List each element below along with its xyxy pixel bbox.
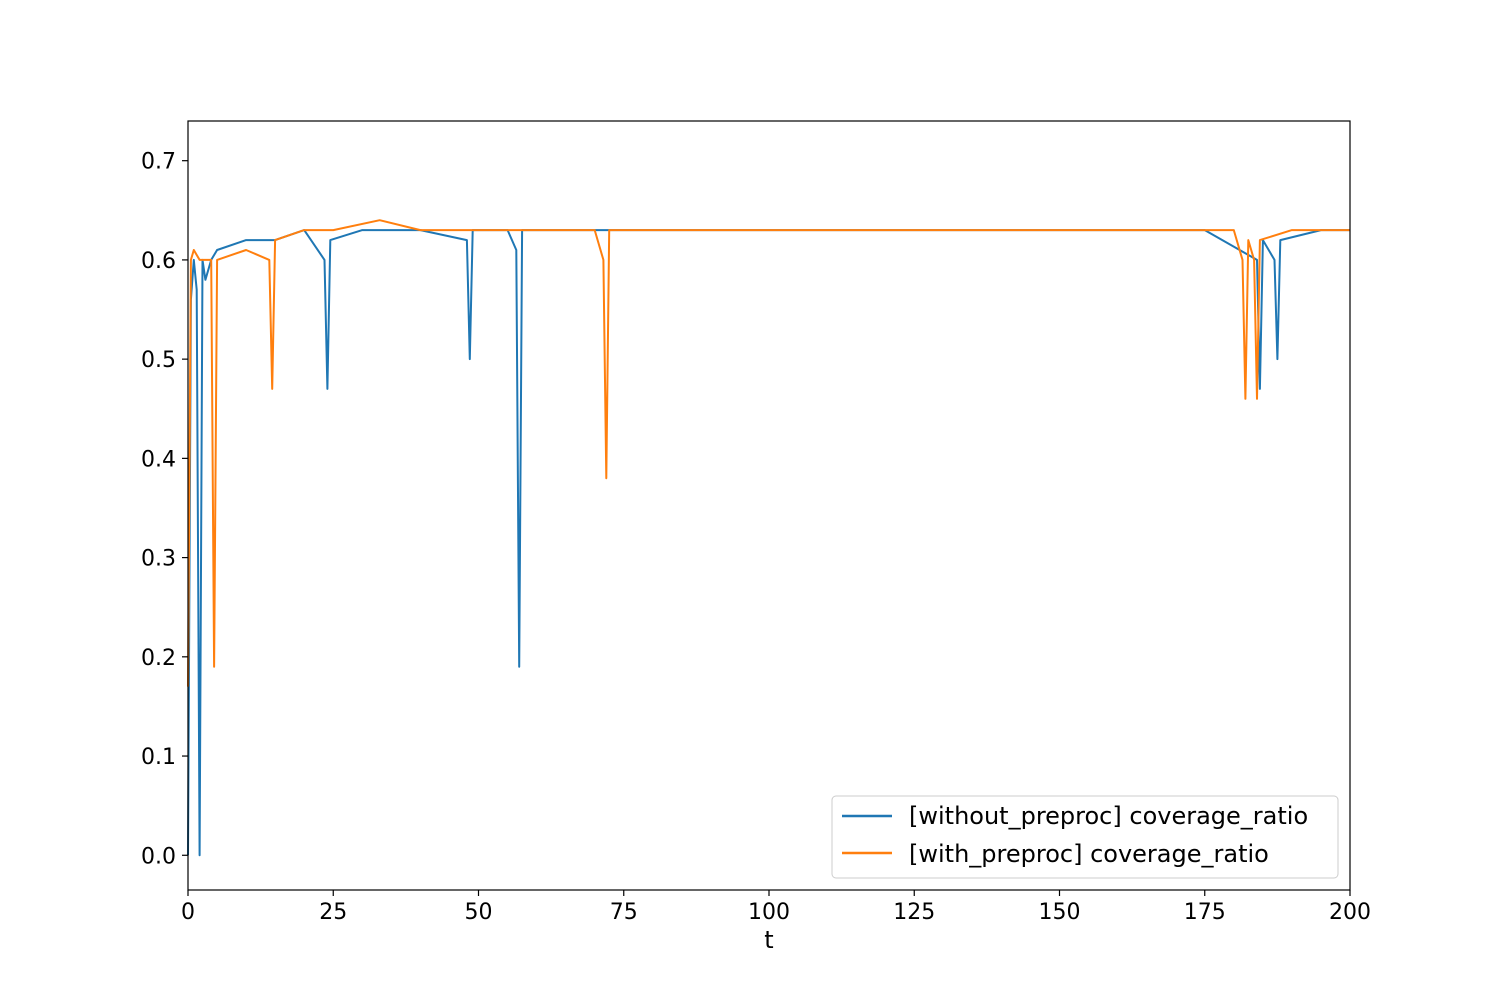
x-axis-label: t xyxy=(764,926,773,954)
y-tick-label: 0.5 xyxy=(141,348,176,373)
series-line-without-preproc xyxy=(187,229,1350,857)
x-tick-label: 0 xyxy=(181,900,195,925)
y-tick-label: 0.3 xyxy=(141,547,176,572)
x-tick-label: 75 xyxy=(610,900,638,925)
x-tick-label: 125 xyxy=(893,900,935,925)
y-tick-label: 0.0 xyxy=(141,844,176,869)
y-tick-label: 0.7 xyxy=(141,150,176,175)
x-tick-label: 50 xyxy=(465,900,493,925)
y-tick-label: 0.2 xyxy=(141,646,176,671)
legend: [without_preproc] coverage_ratio [with_p… xyxy=(831,795,1339,879)
y-tick-label: 0.6 xyxy=(141,249,176,274)
legend-box xyxy=(831,795,1339,879)
y-tick-label: 0.1 xyxy=(141,745,176,770)
y-tick-label: 0.4 xyxy=(141,447,176,472)
legend-label-with-preproc: [with_preproc] coverage_ratio xyxy=(909,840,1269,868)
legend-label-without-preproc: [without_preproc] coverage_ratio xyxy=(909,802,1308,830)
x-tick-label: 175 xyxy=(1184,900,1226,925)
x-axis: 0 25 50 75 100 125 150 175 200 xyxy=(181,890,1371,925)
series-layer xyxy=(187,219,1350,857)
x-tick-label: 150 xyxy=(1039,900,1081,925)
x-tick-label: 100 xyxy=(748,900,790,925)
y-axis: 0.0 0.1 0.2 0.3 0.4 0.5 0.6 0.7 xyxy=(141,150,188,869)
x-tick-label: 200 xyxy=(1329,900,1371,925)
series-line-with-preproc xyxy=(187,219,1350,687)
x-tick-label: 25 xyxy=(319,900,347,925)
